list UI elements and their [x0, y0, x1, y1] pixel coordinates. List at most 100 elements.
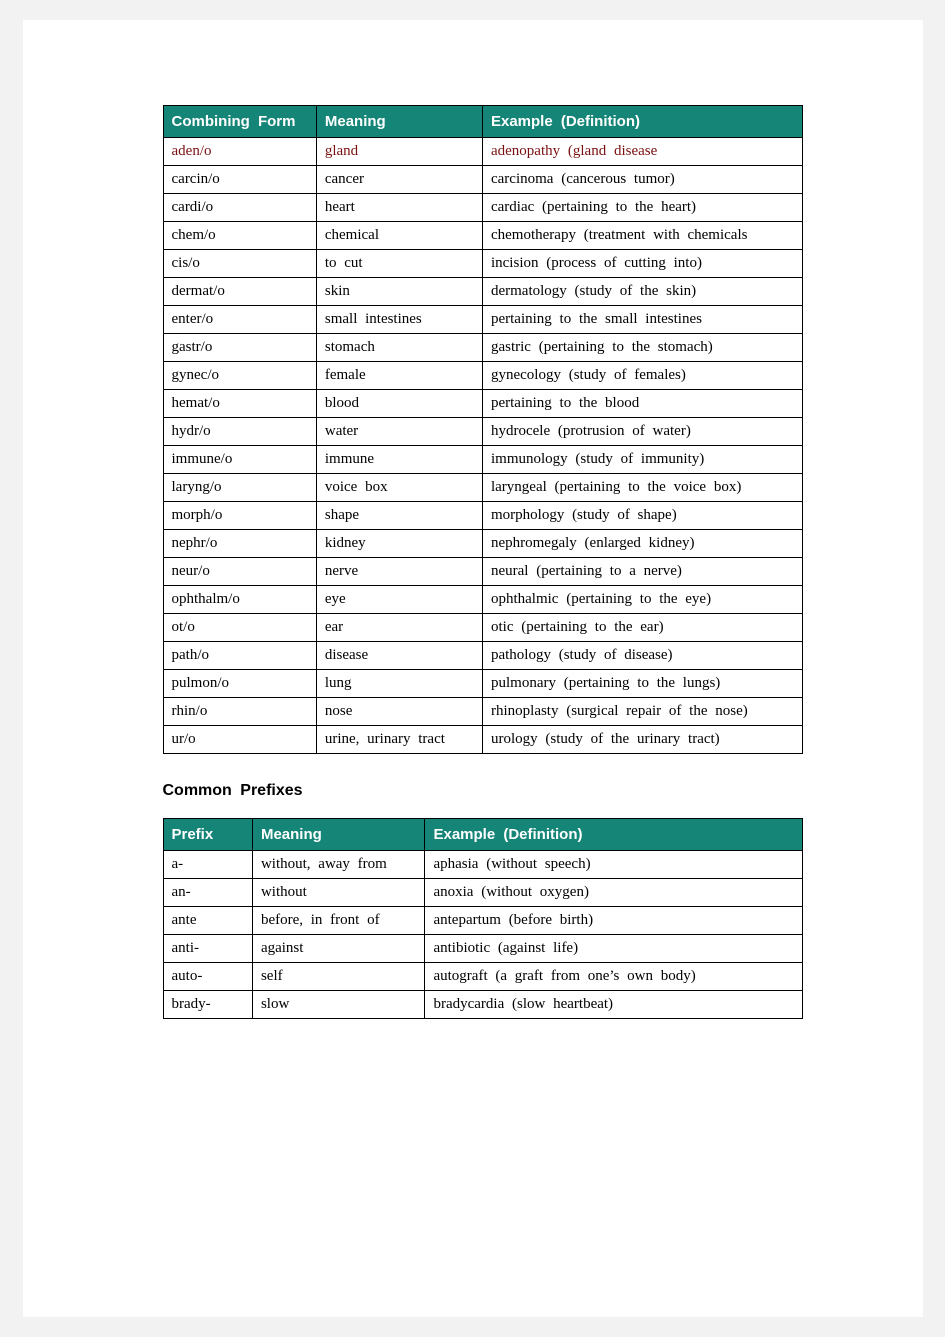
- table-cell: carcin/o: [163, 166, 316, 194]
- table-cell: morph/o: [163, 502, 316, 530]
- table-cell: disease: [316, 642, 482, 670]
- table-cell: laryngeal (pertaining to the voice box): [482, 474, 802, 502]
- col-header: Prefix: [163, 819, 252, 851]
- table-cell: pulmon/o: [163, 670, 316, 698]
- table-cell: immunology (study of immunity): [482, 446, 802, 474]
- table-cell: gynecology (study of females): [482, 362, 802, 390]
- table-cell: nerve: [316, 558, 482, 586]
- table-cell: ear: [316, 614, 482, 642]
- table-row: path/odiseasepathology (study of disease…: [163, 642, 802, 670]
- table-cell: adenopathy (gland disease: [482, 138, 802, 166]
- table-cell: neural (pertaining to a nerve): [482, 558, 802, 586]
- document-page: Combining Form Meaning Example (Definiti…: [23, 20, 923, 1317]
- table-row: hemat/obloodpertaining to the blood: [163, 390, 802, 418]
- table-row: immune/oimmuneimmunology (study of immun…: [163, 446, 802, 474]
- table-body: a-without, away fromaphasia (without spe…: [163, 851, 802, 1019]
- table-cell: dermatology (study of the skin): [482, 278, 802, 306]
- table-cell: anoxia (without oxygen): [425, 879, 802, 907]
- table-cell: eye: [316, 586, 482, 614]
- prefixes-table: Prefix Meaning Example (Definition) a-wi…: [163, 818, 803, 1019]
- table-row: aden/oglandadenopathy (gland disease: [163, 138, 802, 166]
- table-cell: enter/o: [163, 306, 316, 334]
- table-row: pulmon/olungpulmonary (pertaining to the…: [163, 670, 802, 698]
- table-cell: hydr/o: [163, 418, 316, 446]
- table-cell: voice box: [316, 474, 482, 502]
- table-cell: an-: [163, 879, 252, 907]
- table-row: ophthalm/oeyeophthalmic (pertaining to t…: [163, 586, 802, 614]
- table-cell: gynec/o: [163, 362, 316, 390]
- table-row: ur/ourine, urinary tracturology (study o…: [163, 726, 802, 754]
- table-cell: blood: [316, 390, 482, 418]
- table-cell: female: [316, 362, 482, 390]
- table-cell: brady-: [163, 991, 252, 1019]
- table-row: cis/oto cutincision (process of cutting …: [163, 250, 802, 278]
- col-header: Combining Form: [163, 106, 316, 138]
- table-cell: auto-: [163, 963, 252, 991]
- table-header-row: Prefix Meaning Example (Definition): [163, 819, 802, 851]
- table-cell: aphasia (without speech): [425, 851, 802, 879]
- table-cell: cancer: [316, 166, 482, 194]
- table-cell: without: [252, 879, 425, 907]
- table-cell: chemical: [316, 222, 482, 250]
- table-cell: chem/o: [163, 222, 316, 250]
- section-heading: Common Prefixes: [163, 782, 803, 800]
- table-cell: water: [316, 418, 482, 446]
- table-cell: morphology (study of shape): [482, 502, 802, 530]
- table-header-row: Combining Form Meaning Example (Definiti…: [163, 106, 802, 138]
- table-cell: path/o: [163, 642, 316, 670]
- table-cell: shape: [316, 502, 482, 530]
- table-cell: ot/o: [163, 614, 316, 642]
- table-cell: self: [252, 963, 425, 991]
- table-head: Prefix Meaning Example (Definition): [163, 819, 802, 851]
- table-cell: cardi/o: [163, 194, 316, 222]
- table-cell: without, away from: [252, 851, 425, 879]
- table-row: brady-slowbradycardia (slow heartbeat): [163, 991, 802, 1019]
- table-cell: cis/o: [163, 250, 316, 278]
- table-cell: dermat/o: [163, 278, 316, 306]
- table-cell: heart: [316, 194, 482, 222]
- table-cell: hemat/o: [163, 390, 316, 418]
- table-row: nephr/okidneynephromegaly (enlarged kidn…: [163, 530, 802, 558]
- table-cell: pertaining to the small intestines: [482, 306, 802, 334]
- table-cell: incision (process of cutting into): [482, 250, 802, 278]
- table-cell: against: [252, 935, 425, 963]
- table-cell: urology (study of the urinary tract): [482, 726, 802, 754]
- table-cell: autograft (a graft from one’s own body): [425, 963, 802, 991]
- table-row: anti-againstantibiotic (against life): [163, 935, 802, 963]
- table-cell: slow: [252, 991, 425, 1019]
- table-body: aden/oglandadenopathy (gland diseasecarc…: [163, 138, 802, 754]
- table-cell: rhinoplasty (surgical repair of the nose…: [482, 698, 802, 726]
- table-cell: a-: [163, 851, 252, 879]
- table-cell: ante: [163, 907, 252, 935]
- table-row: gynec/ofemalegynecology (study of female…: [163, 362, 802, 390]
- table-cell: nose: [316, 698, 482, 726]
- table-cell: ur/o: [163, 726, 316, 754]
- table-cell: skin: [316, 278, 482, 306]
- table-row: laryng/ovoice boxlaryngeal (pertaining t…: [163, 474, 802, 502]
- table-row: auto-selfautograft (a graft from one’s o…: [163, 963, 802, 991]
- table-cell: immune: [316, 446, 482, 474]
- table-cell: cardiac (pertaining to the heart): [482, 194, 802, 222]
- table-row: hydr/owaterhydrocele (protrusion of wate…: [163, 418, 802, 446]
- combining-forms-table: Combining Form Meaning Example (Definiti…: [163, 105, 803, 754]
- table-cell: lung: [316, 670, 482, 698]
- table-cell: gland: [316, 138, 482, 166]
- table-row: chem/ochemicalchemotherapy (treatment wi…: [163, 222, 802, 250]
- col-header: Meaning: [316, 106, 482, 138]
- col-header: Meaning: [252, 819, 425, 851]
- table-cell: chemotherapy (treatment with chemicals: [482, 222, 802, 250]
- table-cell: pulmonary (pertaining to the lungs): [482, 670, 802, 698]
- table-cell: gastr/o: [163, 334, 316, 362]
- table-cell: laryng/o: [163, 474, 316, 502]
- table-cell: stomach: [316, 334, 482, 362]
- table-row: dermat/oskindermatology (study of the sk…: [163, 278, 802, 306]
- table-cell: neur/o: [163, 558, 316, 586]
- table-cell: rhin/o: [163, 698, 316, 726]
- table-row: an-withoutanoxia (without oxygen): [163, 879, 802, 907]
- table-cell: hydrocele (protrusion of water): [482, 418, 802, 446]
- table-cell: nephromegaly (enlarged kidney): [482, 530, 802, 558]
- col-header: Example (Definition): [482, 106, 802, 138]
- table-cell: antibiotic (against life): [425, 935, 802, 963]
- table-row: morph/oshapemorphology (study of shape): [163, 502, 802, 530]
- table-cell: pathology (study of disease): [482, 642, 802, 670]
